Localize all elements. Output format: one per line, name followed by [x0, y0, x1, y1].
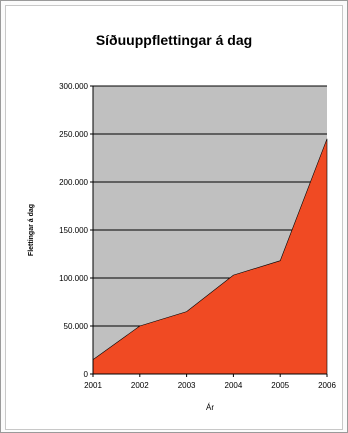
y-tick-label: 250.000	[59, 130, 88, 139]
y-tick-label: 200.000	[59, 178, 88, 187]
y-tick-label: 100.000	[59, 274, 88, 283]
area-series	[92, 138, 328, 375]
x-tick-label: 2003	[178, 381, 196, 390]
x-tick-label: 2001	[84, 381, 102, 390]
x-tick-label: 2002	[131, 381, 149, 390]
y-tick-label: 0	[84, 370, 89, 379]
y-axis-label: Flettingar á dag	[28, 204, 35, 256]
x-tick-label: 2004	[225, 381, 243, 390]
x-tick-label: 2006	[318, 381, 336, 390]
y-tick-label: 300.000	[59, 82, 88, 91]
x-axis-label: Ár	[206, 403, 214, 412]
x-tick-label: 2005	[271, 381, 289, 390]
y-tick-label: 50.000	[64, 322, 89, 331]
y-tick-label: 150.000	[59, 226, 88, 235]
chart-title: Síðuuppflettingar á dag	[95, 32, 253, 48]
